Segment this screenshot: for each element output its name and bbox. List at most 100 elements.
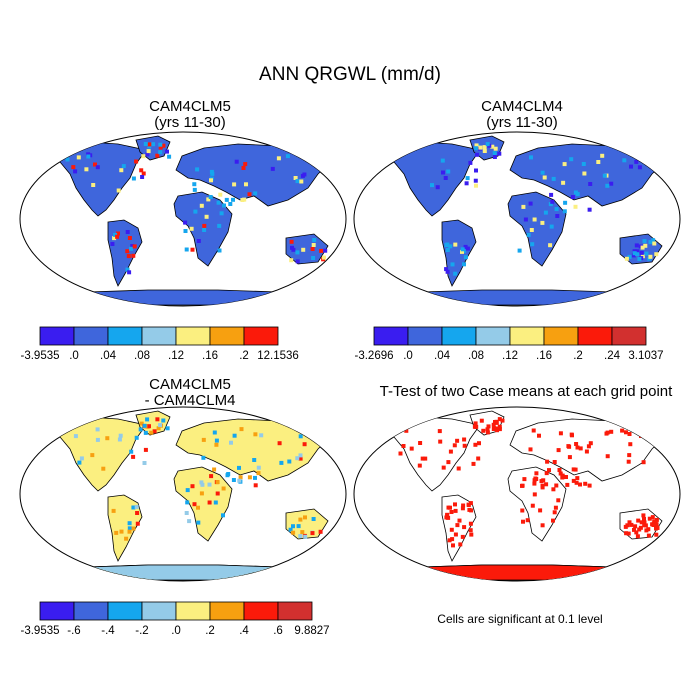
grid-cell [560, 473, 565, 478]
grid-cell [196, 520, 201, 525]
grid-cell [463, 244, 468, 249]
grid-cell [587, 483, 592, 488]
grid-cell [189, 226, 194, 231]
grid-cell [131, 505, 136, 510]
grid-cell [185, 488, 190, 493]
grid-cell [654, 522, 659, 527]
grid-cell [228, 202, 233, 206]
grid-cell [215, 491, 220, 496]
grid-cell [634, 159, 639, 164]
grid-cell [517, 248, 522, 253]
grid-cell [185, 500, 190, 505]
colorbar-tick-label: .12 [502, 350, 518, 362]
grid-cell [125, 249, 130, 254]
grid-cell [311, 243, 316, 247]
grid-cell [311, 256, 316, 260]
grid-cell [199, 203, 204, 208]
grid-cell [578, 482, 582, 487]
grid-cell [448, 505, 452, 510]
grid-cell [578, 446, 583, 451]
grid-cell [626, 531, 631, 536]
grid-cell [528, 201, 533, 206]
grid-cell [192, 502, 197, 507]
grid-cell [141, 154, 146, 159]
grid-cell [398, 451, 403, 456]
grid-cell [435, 185, 440, 190]
grid-cell [298, 517, 303, 522]
grid-cell [457, 518, 462, 523]
grid-cell [629, 164, 633, 169]
grid-cell [134, 435, 139, 440]
grid-cell [208, 195, 213, 199]
grid-cell [259, 433, 264, 438]
colorbar-box [611, 326, 647, 346]
grid-cell [641, 513, 646, 518]
grid-cell [588, 441, 593, 446]
grid-cell [155, 417, 160, 422]
grid-cell [200, 482, 205, 487]
grid-cell [437, 429, 442, 434]
grid-cell [441, 170, 445, 175]
colorbar-tick-label: .04 [100, 350, 117, 362]
grid-cell [232, 433, 237, 438]
grid-cell [101, 466, 106, 471]
grid-cell [152, 429, 157, 434]
grid-cell [238, 475, 243, 480]
grid-cell [253, 483, 258, 488]
grid-cell [464, 181, 469, 186]
grid-cell [468, 160, 473, 165]
grid-cell [209, 474, 214, 479]
grid-cell [303, 515, 307, 520]
grid-cell [574, 442, 579, 446]
grid-cell [600, 153, 605, 158]
grid-cell [86, 154, 91, 159]
grid-cell [493, 146, 498, 151]
grid-cell [438, 439, 443, 444]
grid-cell [417, 463, 422, 468]
grid-cell [583, 481, 588, 486]
grid-cell [569, 432, 574, 437]
grid-cell [596, 160, 601, 164]
grid-cell [288, 527, 293, 532]
colorbar-tick-label: -3.2696 [354, 350, 393, 362]
grid-cell [642, 520, 647, 525]
panel-2-title-line2: (yrs 11-30) [486, 114, 558, 131]
colorbar-tick-label: .12 [168, 350, 184, 362]
grid-cell [129, 449, 134, 454]
grid-cell [534, 471, 539, 476]
continent-antarctica [39, 289, 327, 306]
grid-cell [79, 456, 84, 461]
grid-cell [564, 475, 568, 479]
grid-cell [532, 478, 537, 483]
grid-cell [556, 448, 561, 453]
grid-cell [130, 244, 135, 248]
grid-cell [530, 503, 535, 508]
grid-cell [529, 228, 534, 232]
grid-cell [539, 479, 544, 484]
grid-cell [588, 182, 593, 186]
grid-cell [563, 200, 568, 205]
colorbar-box [373, 326, 409, 346]
grid-cell [626, 459, 631, 464]
grid-cell [142, 461, 147, 465]
grid-cell [631, 253, 636, 258]
grid-cell [127, 521, 132, 526]
grid-cell [296, 524, 301, 529]
grid-cell [147, 424, 151, 429]
grid-cell [145, 152, 150, 157]
grid-cell [221, 486, 226, 491]
grid-cell [573, 467, 578, 472]
grid-cell [209, 178, 213, 183]
grid-cell [190, 247, 195, 252]
grid-cell [244, 182, 248, 187]
grid-cell [183, 229, 188, 233]
grid-cell [253, 432, 258, 437]
grid-cell [477, 441, 481, 446]
grid-cell [554, 483, 559, 488]
grid-cell [528, 447, 533, 452]
grid-cell [131, 176, 136, 181]
grid-cell [319, 248, 324, 253]
grid-cell [135, 521, 140, 526]
colorbar-box [277, 601, 313, 621]
grid-cell [565, 482, 570, 487]
